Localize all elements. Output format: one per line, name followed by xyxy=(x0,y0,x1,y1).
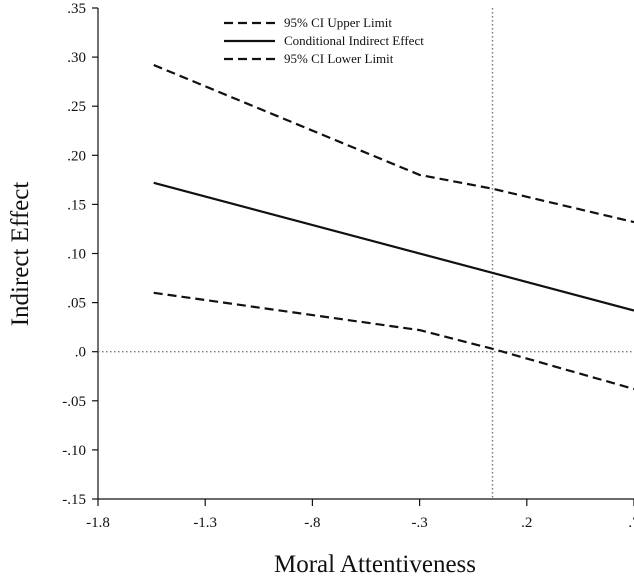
x-tick-label: -1.3 xyxy=(193,515,217,531)
y-tick-label: .25 xyxy=(67,99,86,115)
y-tick-label: .05 xyxy=(67,296,86,312)
x-tick-label: .7 xyxy=(628,515,634,531)
reference-lines xyxy=(98,8,634,499)
x-tick-label: .2 xyxy=(521,515,532,531)
series-line-95-ci-upper-limit xyxy=(153,63,634,224)
y-tick-label: .30 xyxy=(67,50,86,66)
x-tick-label: -1.8 xyxy=(86,515,110,531)
series-group xyxy=(153,63,634,391)
y-tick-label: -.10 xyxy=(62,443,86,459)
x-tick-label: -.3 xyxy=(411,515,427,531)
y-tick-label: .20 xyxy=(67,148,86,164)
legend-label: 95% CI Upper Limit xyxy=(284,15,392,30)
y-axis-title: Indirect Effect xyxy=(7,182,34,327)
y-tick-label: .15 xyxy=(67,197,86,213)
x-tick-label: -.8 xyxy=(304,515,320,531)
axes xyxy=(97,8,634,500)
y-tick-label: -.05 xyxy=(62,394,86,410)
legend: 95% CI Upper Limit Conditional Indirect E… xyxy=(224,15,424,66)
series-line-95-ci-lower-limit xyxy=(153,291,634,391)
x-axis-title: Moral Attentiveness xyxy=(274,551,476,578)
y-tick-label: .35 xyxy=(67,1,86,17)
legend-label: 95% CI Lower Limit xyxy=(284,51,394,66)
series-line-conditional-indirect-effect xyxy=(153,181,634,312)
y-ticks: .35 .30 .25 .20 .15 .10 .05 .0 -.05 -.10 -.15 xyxy=(62,1,98,508)
y-tick-label: .0 xyxy=(75,345,86,361)
x-ticks: -1.8 -1.3 -.8 -.3 .2 .7 xyxy=(86,499,634,531)
legend-label: Conditional Indirect Effect xyxy=(284,33,424,48)
y-tick-label: .10 xyxy=(67,247,86,263)
y-tick-label: -.15 xyxy=(62,492,86,508)
